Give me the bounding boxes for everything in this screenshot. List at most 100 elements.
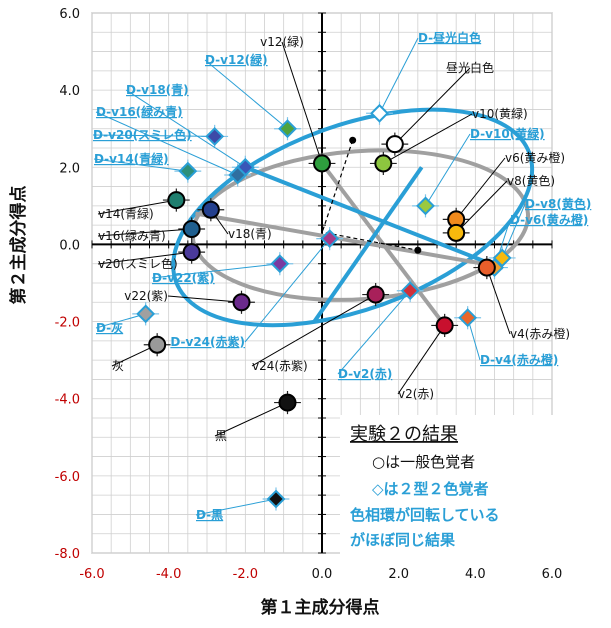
point-黒 bbox=[278, 393, 297, 412]
centroid-dot bbox=[414, 246, 422, 254]
label-D-v6黄み橙: D-v6(黄み橙) bbox=[510, 212, 588, 227]
dichromat-axis-2 bbox=[312, 166, 424, 323]
point-v12緑 bbox=[313, 154, 331, 173]
y-tick-label: -8.0 bbox=[55, 547, 80, 562]
label-D-昼光白色-leader bbox=[379, 37, 419, 114]
label-v2赤-leader bbox=[397, 325, 446, 395]
point-D-v22紫 bbox=[270, 254, 290, 274]
label-D-v22紫: D-v22(紫) bbox=[152, 270, 215, 285]
label-D-v12緑-leader bbox=[204, 59, 288, 130]
x-tick-label: -6.0 bbox=[79, 567, 104, 582]
x-tick-label: -2.0 bbox=[233, 567, 258, 582]
label-D-v20スミレ色-leader bbox=[92, 134, 215, 137]
label-D-v8黄色: D-v8(黄色) bbox=[525, 196, 591, 211]
annotation-line-normal: ○は一般色覚者 bbox=[372, 453, 475, 471]
dichromat-hue-ellipse bbox=[171, 107, 535, 328]
label-v12緑: v12(緑) bbox=[260, 34, 304, 49]
point-D-v14青緑 bbox=[178, 161, 198, 181]
point-v16緑み青 bbox=[182, 220, 201, 238]
label-v2赤: v2(赤) bbox=[398, 387, 434, 401]
annotation-box: 実験２の結果 ○は一般色覚者 ◇は２型２色覚者 色相環が回転している がほぼ同じ… bbox=[340, 415, 568, 555]
label-D-v18青: D-v18(青) bbox=[126, 82, 189, 97]
label-灰: 灰 bbox=[112, 359, 124, 373]
label-D-昼光白色: D-昼光白色 bbox=[418, 30, 481, 45]
x-tick-label: 0.0 bbox=[312, 567, 333, 582]
point-v18青 bbox=[201, 200, 220, 219]
point-v8黄色 bbox=[447, 223, 466, 242]
label-D-v14青緑: D-v14(青緑) bbox=[94, 151, 169, 166]
x-tick-label: 4.0 bbox=[465, 567, 486, 582]
y-axis-title: 第２主成分得点 bbox=[8, 186, 29, 305]
label-昼光白色: 昼光白色 bbox=[446, 60, 494, 75]
y-tick-label: 4.0 bbox=[59, 84, 80, 99]
label-D-v18青-leader bbox=[125, 89, 246, 168]
label-v20スミレ色-leader bbox=[97, 251, 192, 265]
label-v22紫: v22(紫) bbox=[124, 289, 168, 303]
label-v4赤み橙-leader bbox=[486, 267, 511, 335]
label-D-v22紫-leader bbox=[151, 263, 280, 279]
point-v14青緑 bbox=[167, 191, 186, 210]
point-layer bbox=[136, 103, 512, 509]
label-D-黒: D-黒 bbox=[196, 508, 223, 522]
label-D-v4赤み橙: D-v4(赤み橙) bbox=[480, 352, 558, 367]
label-v8黄色-leader bbox=[455, 180, 508, 234]
label-D-v10黄緑: D-v10(黄緑) bbox=[470, 126, 545, 141]
label-黒: 黒 bbox=[215, 429, 227, 443]
annotation-line-same-result: がほぼ同じ結果 bbox=[350, 531, 456, 549]
dichromat-axis-1 bbox=[244, 165, 492, 266]
label-D-v8黄色-leader bbox=[501, 203, 526, 259]
label-v16緑み青-leader bbox=[97, 228, 192, 237]
y-tick-label: -4.0 bbox=[55, 393, 80, 408]
y-tick-label: 0.0 bbox=[59, 238, 80, 253]
label-v8黄色: v8(黄色) bbox=[507, 174, 555, 188]
label-v10黄緑: v10(黄緑) bbox=[472, 106, 528, 121]
point-昼光白色 bbox=[385, 135, 404, 154]
point-v22紫 bbox=[232, 293, 251, 312]
x-tick-label: 2.0 bbox=[388, 567, 409, 582]
point-D-昼光白色 bbox=[370, 103, 389, 123]
centroid-dot bbox=[349, 136, 357, 144]
point-D-v16緑み青 bbox=[228, 165, 248, 185]
point-D-v24赤紫 bbox=[320, 229, 340, 249]
label-D-v24赤紫: D-v24(赤紫) bbox=[170, 334, 245, 349]
label-v14青緑-leader bbox=[97, 199, 177, 215]
label-D-黒-leader bbox=[195, 498, 277, 516]
label-D-v16緑み青-leader bbox=[95, 111, 238, 176]
label-v24赤紫: v24(赤紫) bbox=[252, 359, 308, 373]
label-D-v14青緑-leader bbox=[93, 158, 188, 172]
point-D-灰 bbox=[136, 304, 156, 324]
annotation-background bbox=[340, 415, 568, 555]
label-D-灰: D-灰 bbox=[96, 320, 123, 335]
point-灰 bbox=[148, 335, 167, 354]
label-v22紫-leader bbox=[167, 295, 242, 303]
label-v20スミレ色: v20(スミレ色) bbox=[98, 257, 178, 271]
tick-label-layer: -6.0 -4.0 -2.0 0.0 2.0 4.0 6.0 6.0 4.0 2.0 0.0 -2.0… bbox=[55, 7, 563, 582]
label-v12緑-leader bbox=[281, 41, 323, 164]
label-D-v12緑: D-v12(緑) bbox=[205, 52, 268, 67]
point-v24赤紫 bbox=[366, 285, 385, 304]
point-v2赤 bbox=[435, 316, 454, 335]
label-D-v2赤-leader bbox=[337, 290, 411, 375]
point-D-v2赤 bbox=[400, 281, 420, 301]
y-tick-label: -6.0 bbox=[55, 470, 80, 485]
label-D-v10黄緑-leader bbox=[425, 133, 471, 207]
point-D-v4赤み橙 bbox=[458, 308, 478, 328]
y-tick-label: 2.0 bbox=[59, 161, 80, 176]
label-D-v2赤: D-v2(赤) bbox=[338, 366, 392, 381]
label-v10黄緑-leader bbox=[383, 113, 473, 164]
label-D-灰-leader bbox=[95, 313, 146, 329]
dashed-line-2 bbox=[325, 232, 418, 251]
label-昼光白色-leader bbox=[394, 67, 471, 145]
point-D-v12緑 bbox=[278, 119, 297, 139]
label-黒-leader bbox=[214, 402, 288, 437]
y-tick-label: -2.0 bbox=[55, 316, 80, 331]
leader-line-layer bbox=[92, 37, 526, 516]
label-D-v24赤紫-leader bbox=[244, 238, 331, 343]
label-v16緑み青: v16(緑み青) bbox=[98, 228, 166, 243]
label-D-v20スミレ色: D-v20(スミレ色) bbox=[93, 127, 192, 142]
point-D-v10黄緑 bbox=[416, 196, 435, 216]
point-D-v20スミレ色 bbox=[205, 127, 225, 146]
label-v14青緑: v14(青緑) bbox=[98, 206, 154, 221]
annotation-line-dichromat: ◇は２型２色覚者 bbox=[372, 480, 489, 498]
